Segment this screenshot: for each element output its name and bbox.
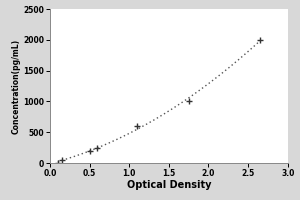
Y-axis label: Concentration(pg/mL): Concentration(pg/mL)	[12, 39, 21, 134]
X-axis label: Optical Density: Optical Density	[127, 180, 211, 190]
